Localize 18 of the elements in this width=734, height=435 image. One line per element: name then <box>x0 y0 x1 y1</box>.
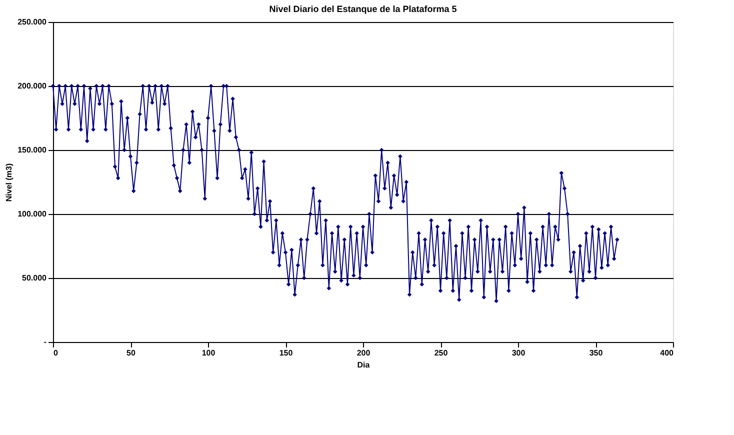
y-axis-title: Nivel (m3) <box>4 163 14 202</box>
y-tick-label: 250.000 <box>18 18 48 26</box>
y-tick-label: 150.000 <box>18 146 48 154</box>
chart-title: Nivel Diario del Estanque de la Plataforma 5 <box>269 4 457 14</box>
y-tick-label: - <box>44 338 47 346</box>
x-tick-label: 0 <box>54 348 58 358</box>
x-tick-label: 100 <box>202 348 216 358</box>
x-tick-label: 350 <box>589 348 604 358</box>
x-tick-label: 300 <box>512 348 526 358</box>
x-tick-label: 150 <box>279 348 294 358</box>
x-tick-label: 400 <box>660 348 674 358</box>
x-tick-label: 250 <box>434 348 448 358</box>
x-tick-label: 200 <box>356 348 371 358</box>
x-axis-title: Dia <box>357 360 370 370</box>
y-tick-label: 50.000 <box>22 274 48 282</box>
y-tick-label: 100.000 <box>18 210 48 218</box>
x-tick-label: 50 <box>126 348 136 358</box>
y-tick-label: 200.000 <box>18 82 48 90</box>
